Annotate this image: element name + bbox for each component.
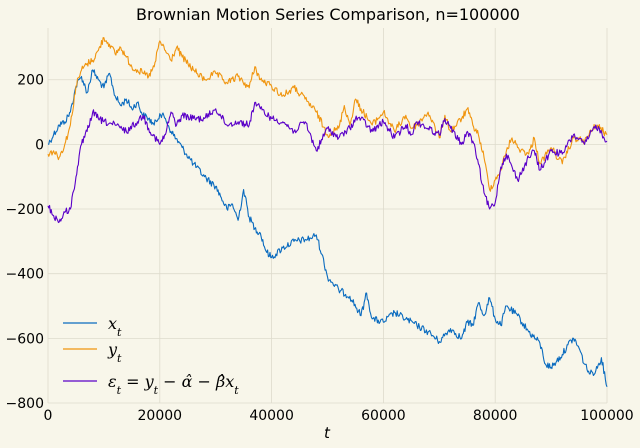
series-line-2	[47, 37, 608, 192]
series-line-3	[47, 101, 608, 224]
x-tick-label: 40000	[249, 408, 294, 424]
x-axis-ticks: 0 20000 40000 60000 80000 100000	[44, 408, 634, 424]
x-tick-label: 20000	[138, 408, 183, 424]
legend-label-3: εt = yt − α̂ − β̂xt	[108, 372, 239, 397]
y-tick-label: 0	[35, 137, 44, 153]
y-tick-label: −200	[6, 202, 44, 218]
x-axis-label: t	[324, 424, 331, 442]
series-line-1	[47, 69, 608, 387]
y-tick-label: −600	[6, 331, 44, 347]
grid-lines	[47, 28, 608, 404]
y-tick-label: −800	[6, 396, 44, 412]
x-tick-label: 100000	[580, 408, 633, 424]
legend-label-1: xt	[108, 314, 122, 339]
series-layer	[47, 37, 608, 387]
x-tick-label: 0	[44, 408, 53, 424]
y-tick-label: 200	[17, 73, 44, 89]
chart-title: Brownian Motion Series Comparison, n=100…	[136, 5, 520, 24]
x-tick-label: 60000	[361, 408, 406, 424]
y-tick-label: −400	[6, 267, 44, 283]
y-axis-ticks: −800 −600 −400 −200 0 200	[6, 73, 44, 412]
x-tick-label: 80000	[473, 408, 518, 424]
legend-label-2: yt	[107, 340, 122, 365]
